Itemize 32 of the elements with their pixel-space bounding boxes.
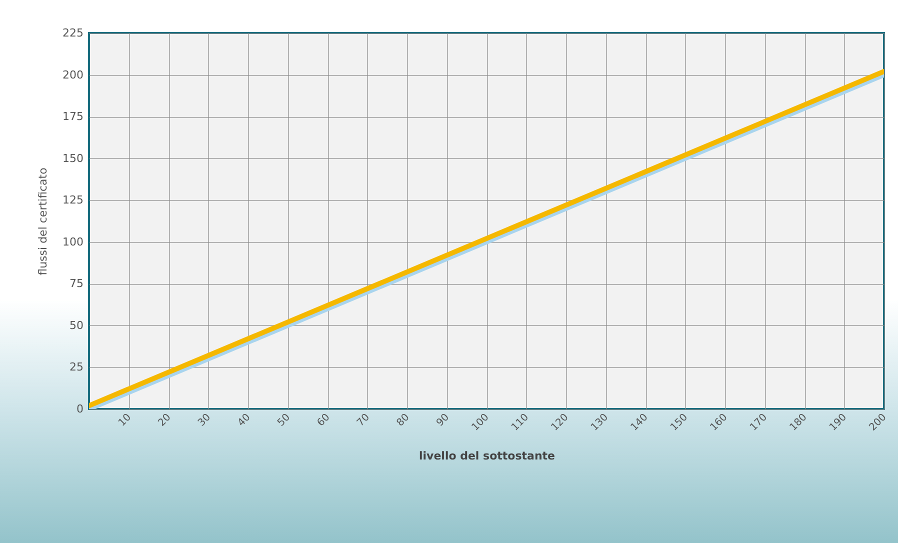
x-tick-label: 170 xyxy=(748,412,770,434)
x-tick-label: 100 xyxy=(470,412,492,434)
x-tick-label: 20 xyxy=(156,412,174,429)
x-tick-label: 130 xyxy=(589,412,610,434)
x-tick-label: 40 xyxy=(236,412,253,429)
x-tick-label: 30 xyxy=(196,412,213,429)
y-tick-label: 0 xyxy=(76,402,84,416)
x-tick-label: 140 xyxy=(628,412,650,434)
x-tick-label: 50 xyxy=(276,412,292,429)
y-tick-label: 75 xyxy=(70,277,84,290)
x-tick-label: 110 xyxy=(510,412,531,434)
x-tick-label: 190 xyxy=(828,412,849,434)
y-tick-label: 125 xyxy=(62,194,84,207)
x-axis-title: livello del sottostante xyxy=(419,450,555,463)
y-tick-label: 100 xyxy=(62,235,84,248)
y-tick-label: 200 xyxy=(62,68,84,82)
x-tick-label: 160 xyxy=(708,412,730,434)
y-axis-title: flussi del certificato xyxy=(36,167,50,276)
x-tick-label: 120 xyxy=(549,412,571,434)
x-tick-label: 200 xyxy=(867,412,889,434)
y-tick-label: 50 xyxy=(70,318,84,332)
x-tick-label: 70 xyxy=(355,412,372,429)
x-tick-label: 60 xyxy=(315,412,332,429)
x-tick-label: 10 xyxy=(116,412,134,429)
y-tick-label: 225 xyxy=(62,26,84,40)
y-tick-label: 150 xyxy=(62,152,84,165)
x-tick-label: 90 xyxy=(434,412,452,429)
y-tick-label: 175 xyxy=(62,110,84,124)
x-tick-label: 180 xyxy=(788,412,810,434)
x-tick-label: 80 xyxy=(394,412,412,429)
y-tick-label: 25 xyxy=(70,360,84,374)
x-tick-label: 150 xyxy=(668,412,690,434)
